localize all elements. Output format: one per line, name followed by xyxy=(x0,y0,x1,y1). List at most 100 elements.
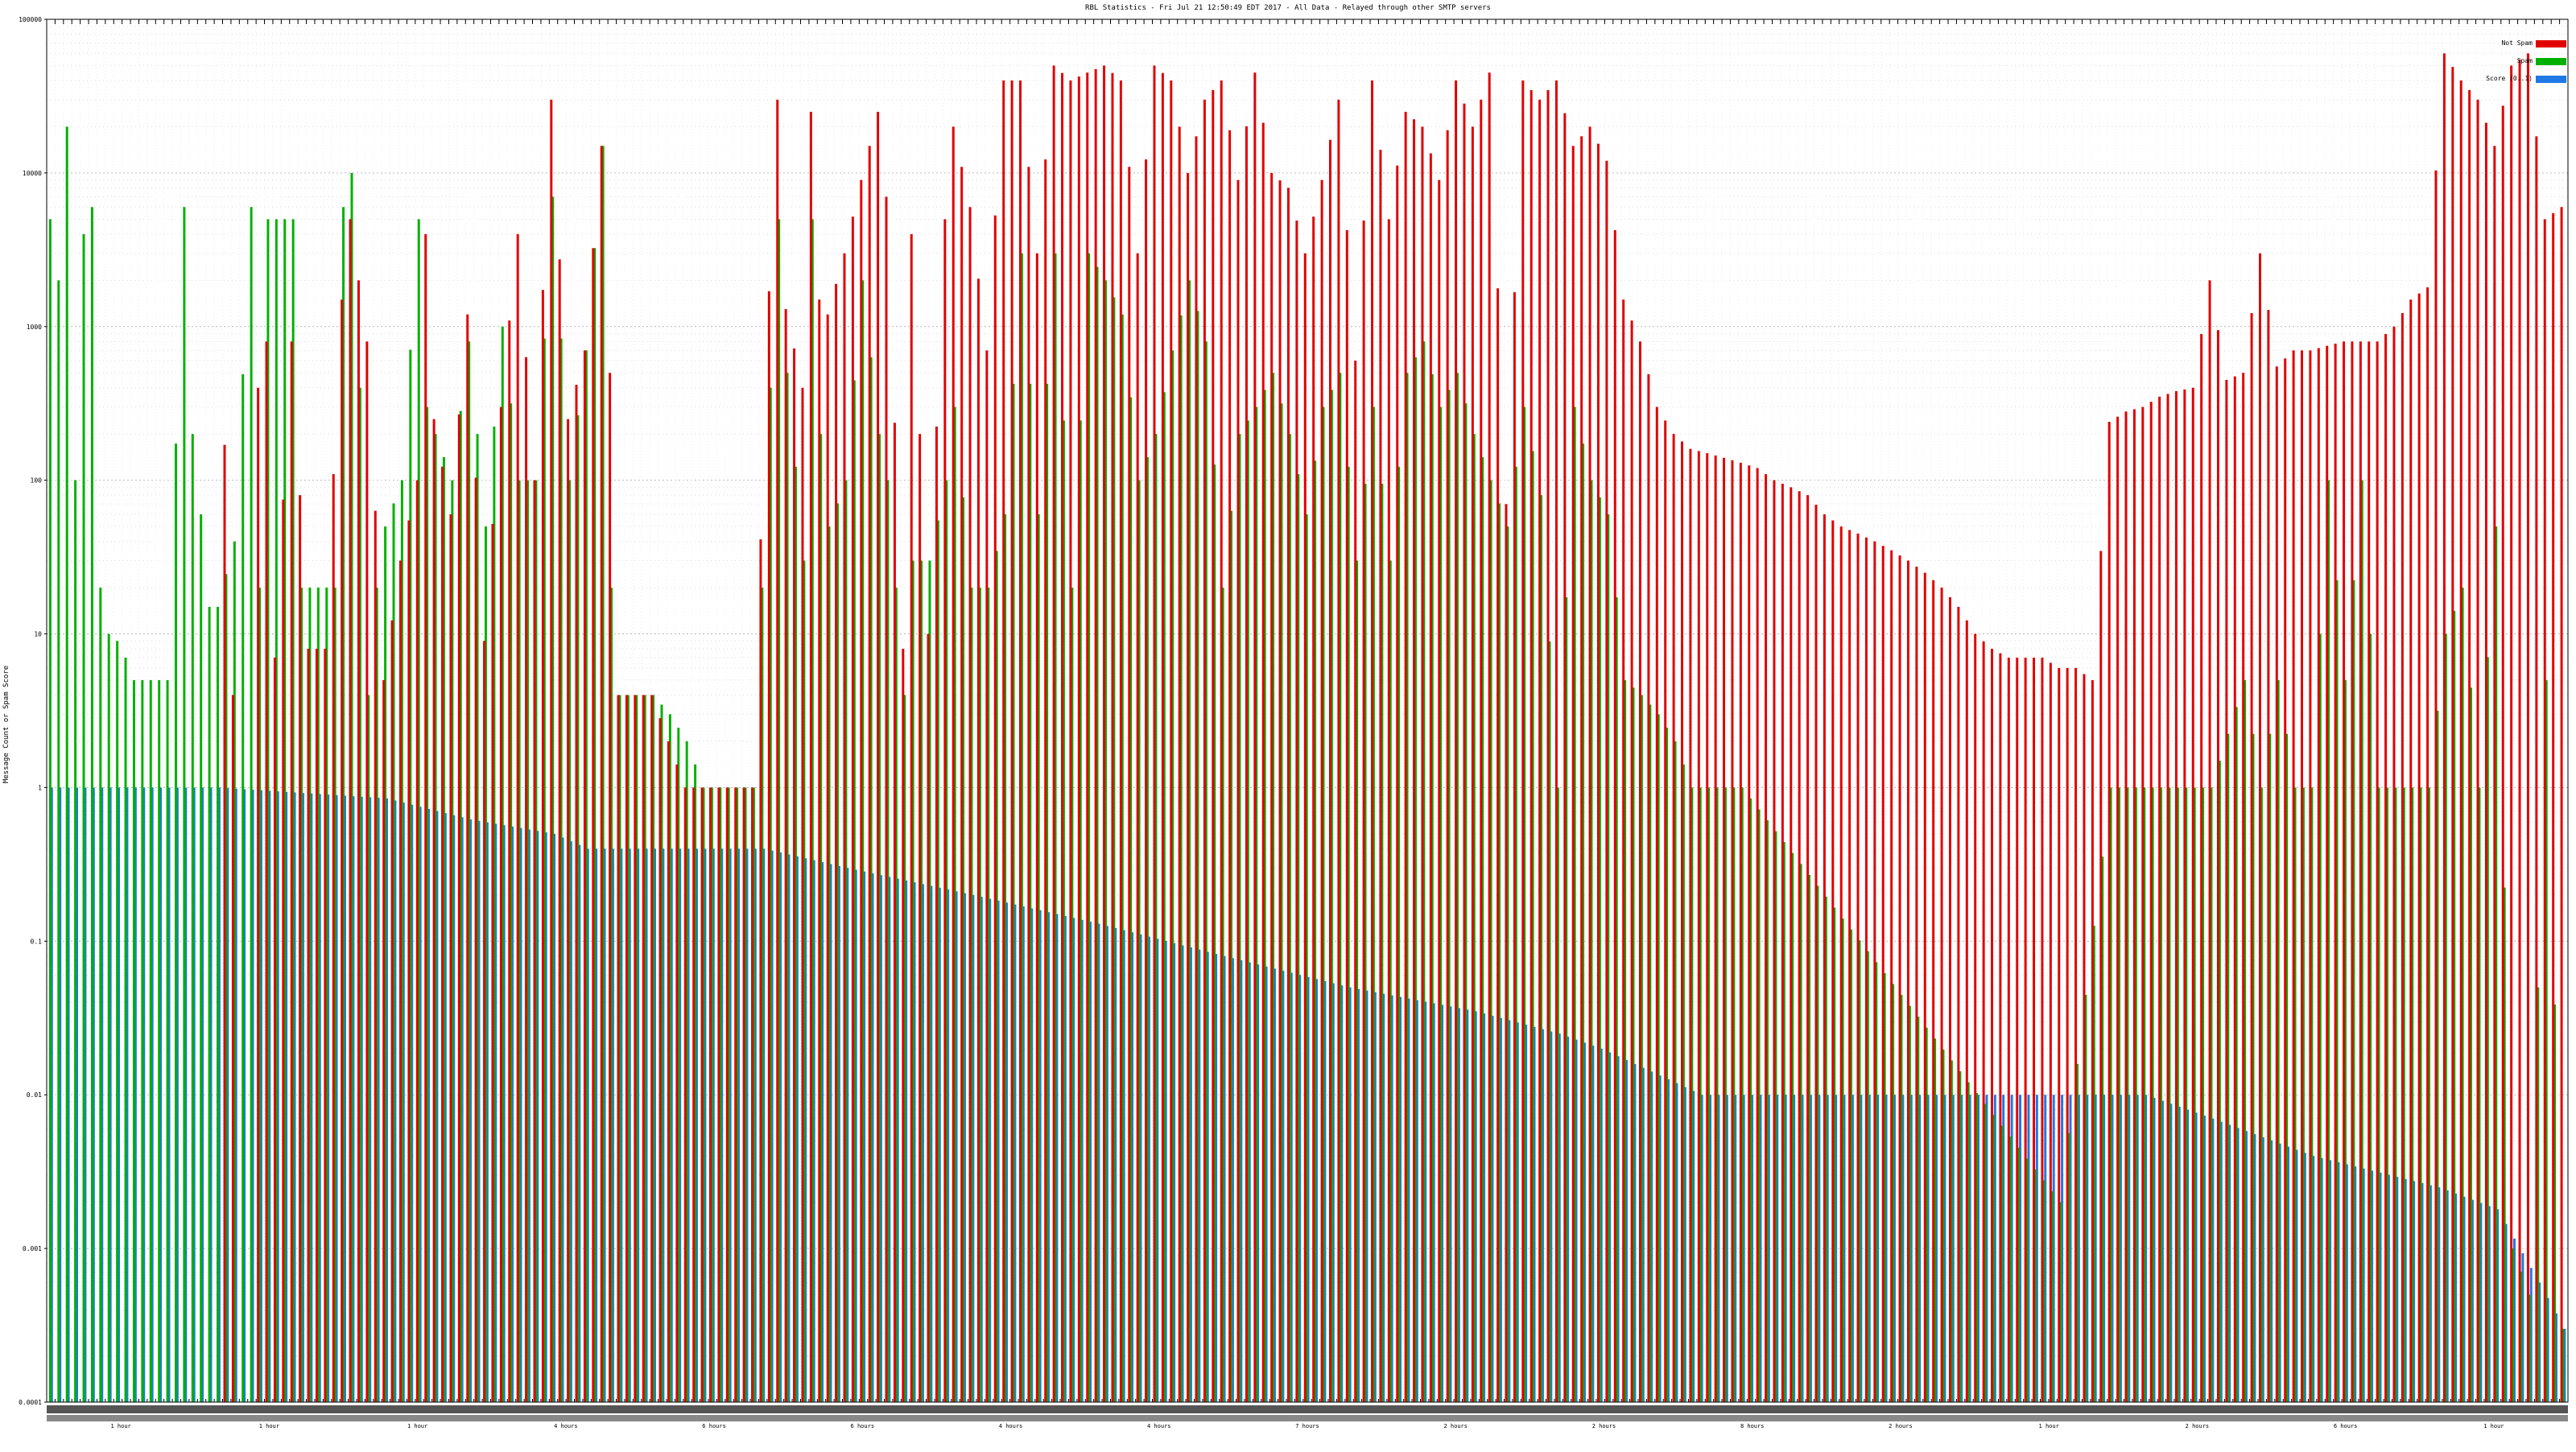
bar-score xyxy=(1432,1003,1435,1402)
bar-spam xyxy=(283,219,287,1403)
bar-score xyxy=(2413,1181,2416,1402)
bar-score xyxy=(2245,1131,2248,1402)
y-tick-label: 1000 xyxy=(27,324,42,331)
bar-not-spam xyxy=(390,620,394,1402)
bar-score xyxy=(1893,1095,1896,1402)
bar-spam xyxy=(861,280,865,1402)
bar-spam xyxy=(1146,456,1149,1403)
bar-spam xyxy=(1322,406,1325,1403)
bar-not-spam xyxy=(2216,330,2219,1402)
bar-spam xyxy=(1850,929,1853,1402)
bar-not-spam xyxy=(2174,390,2178,1402)
bar-spam xyxy=(1908,1005,1911,1402)
bar-not-spam xyxy=(525,357,528,1402)
y-tick-label: 100 xyxy=(31,477,43,485)
bar-not-spam xyxy=(424,233,427,1403)
bar-spam xyxy=(1439,406,1443,1403)
bar-not-spam xyxy=(483,641,486,1402)
bar-not-spam xyxy=(2149,402,2153,1403)
bar-not-spam xyxy=(1396,165,1399,1402)
bar-score xyxy=(310,793,313,1402)
x-group-label: 1 hour xyxy=(110,1423,130,1429)
bar-score xyxy=(243,789,246,1402)
x-group-label: 2 hours xyxy=(2186,1423,2210,1429)
bar-score xyxy=(854,869,857,1402)
bar-not-spam xyxy=(231,695,234,1402)
bar-not-spam xyxy=(2301,350,2303,1403)
bar-spam xyxy=(2553,1004,2557,1402)
bar-not-spam xyxy=(2359,341,2362,1402)
bar-spam xyxy=(844,480,848,1403)
bar-not-spam xyxy=(2200,334,2203,1402)
bar-spam xyxy=(852,380,856,1402)
bar-spam xyxy=(2277,680,2280,1402)
bar-not-spam xyxy=(1044,159,1047,1403)
bar-not-spam xyxy=(2526,53,2529,1403)
bar-not-spam xyxy=(2091,680,2094,1402)
bar-not-spam xyxy=(1538,99,1542,1402)
bar-score xyxy=(276,791,279,1402)
bar-spam xyxy=(2134,787,2137,1402)
bar-score xyxy=(59,787,62,1402)
bar-score xyxy=(402,802,405,1402)
bar-spam xyxy=(568,480,572,1403)
bar-not-spam xyxy=(2334,343,2337,1403)
bar-score xyxy=(1331,983,1335,1402)
bar-not-spam xyxy=(600,146,603,1402)
bar-not-spam xyxy=(2510,65,2513,1403)
bar-spam xyxy=(1204,341,1208,1402)
bar-not-spam xyxy=(332,474,335,1402)
bar-spam xyxy=(811,219,814,1403)
bar-score xyxy=(2354,1166,2357,1402)
bar-spam xyxy=(233,541,236,1402)
bar-not-spam xyxy=(2417,293,2421,1402)
bar-not-spam xyxy=(374,510,377,1402)
bar-spam xyxy=(2503,887,2506,1402)
bar-score xyxy=(184,787,188,1402)
bar-score xyxy=(2529,1268,2533,1402)
bar-not-spam xyxy=(223,444,226,1403)
bar-spam xyxy=(1791,852,1794,1402)
bar-score xyxy=(1231,958,1234,1402)
bar-spam xyxy=(1858,940,1861,1402)
bar-not-spam xyxy=(1195,136,1198,1403)
bar-score xyxy=(1826,1095,1829,1402)
bar-not-spam xyxy=(265,341,268,1402)
bar-not-spam xyxy=(533,480,536,1403)
bar-not-spam xyxy=(1630,320,1633,1403)
bar-spam xyxy=(2512,1248,2515,1402)
bar-score xyxy=(1835,1095,1838,1402)
bar-not-spam xyxy=(609,373,612,1402)
bar-spam xyxy=(124,658,127,1402)
bar-score xyxy=(386,798,388,1402)
bar-score xyxy=(1625,1060,1628,1402)
bar-spam xyxy=(57,280,60,1402)
bar-score xyxy=(2471,1199,2474,1402)
bar-not-spam xyxy=(1362,221,1365,1402)
bar-not-spam xyxy=(1848,530,1852,1402)
bar-not-spam xyxy=(1069,80,1072,1403)
bar-score xyxy=(2010,1095,2013,1402)
bar-spam xyxy=(1514,466,1517,1402)
bar-score xyxy=(419,806,422,1402)
bar-score xyxy=(1951,1095,1955,1402)
bar-not-spam xyxy=(1714,455,1717,1403)
bar-spam xyxy=(409,349,412,1402)
bar-spam xyxy=(174,443,177,1402)
bar-score xyxy=(938,887,941,1402)
x-tick-label-band xyxy=(47,1405,2568,1413)
y-tick-label: 0.01 xyxy=(27,1091,42,1099)
bar-score xyxy=(2396,1177,2399,1402)
bar-spam xyxy=(308,588,312,1402)
x-group-label: 7 hours xyxy=(1295,1423,1319,1429)
bar-not-spam xyxy=(2208,280,2211,1402)
bar-score xyxy=(1633,1063,1637,1402)
bar-not-spam xyxy=(1345,229,1348,1403)
bar-score xyxy=(1909,1095,1913,1402)
bar-score xyxy=(268,790,271,1402)
bar-not-spam xyxy=(349,219,352,1403)
bar-not-spam xyxy=(793,348,796,1402)
bar-score xyxy=(753,848,757,1402)
bar-spam xyxy=(342,207,345,1402)
bar-spam xyxy=(1740,787,1744,1402)
